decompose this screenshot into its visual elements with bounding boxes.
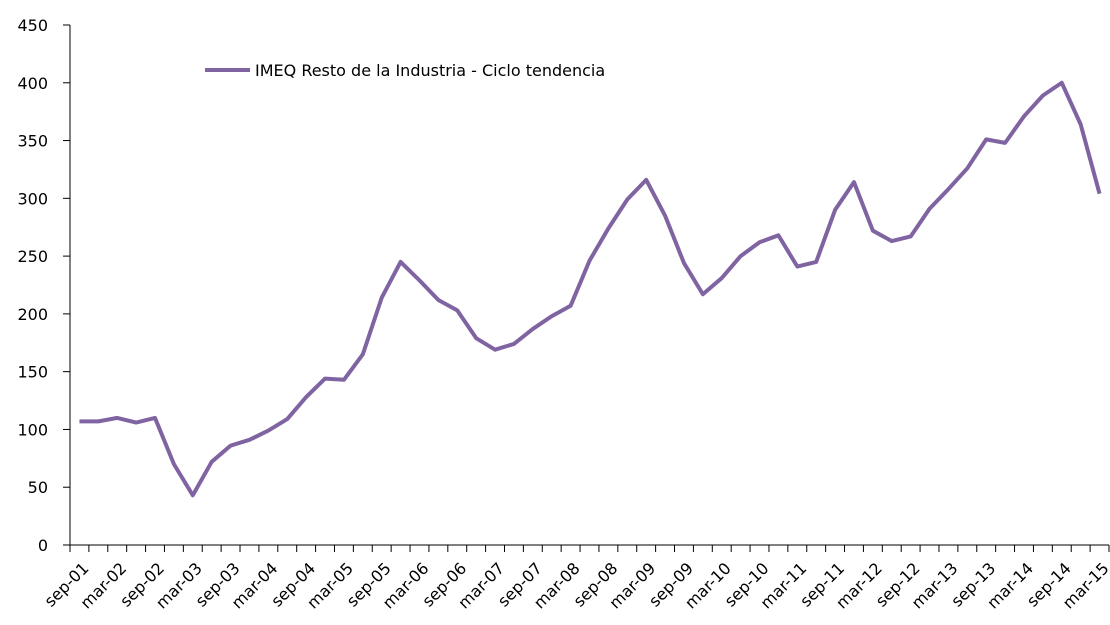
y-tick-label: 200 xyxy=(17,305,48,324)
y-tick-label: 350 xyxy=(17,132,48,151)
line-series xyxy=(79,80,1102,498)
y-tick-label: 50 xyxy=(28,478,48,497)
y-tick-label: 300 xyxy=(17,189,48,208)
y-tick-label: 450 xyxy=(17,16,48,35)
y-tick-label: 100 xyxy=(17,420,48,439)
y-tick-label: 150 xyxy=(17,363,48,382)
y-tick-label: 250 xyxy=(17,247,48,266)
y-tick-label: 400 xyxy=(17,74,48,93)
y-tick-label: 0 xyxy=(38,536,48,555)
legend-label: IMEQ Resto de la Industria - Ciclo tende… xyxy=(255,61,605,80)
